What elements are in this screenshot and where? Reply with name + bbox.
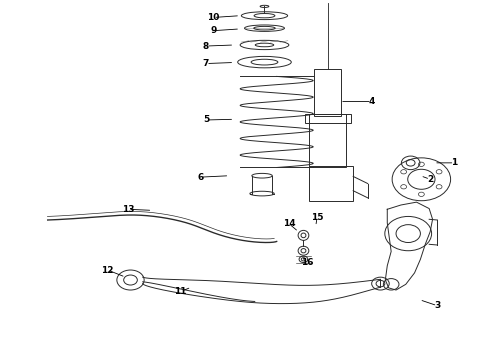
Text: 13: 13	[122, 205, 134, 214]
Text: 15: 15	[311, 213, 323, 222]
Text: 16: 16	[301, 258, 314, 267]
Text: 9: 9	[210, 26, 217, 35]
Text: 5: 5	[203, 116, 209, 125]
Text: 6: 6	[197, 173, 203, 182]
Text: 4: 4	[368, 97, 375, 106]
Text: 10: 10	[207, 13, 220, 22]
Text: 11: 11	[174, 287, 187, 296]
Text: 8: 8	[203, 41, 209, 50]
Text: 14: 14	[283, 219, 295, 228]
Text: 7: 7	[203, 59, 209, 68]
Text: 1: 1	[451, 158, 458, 167]
Text: 3: 3	[434, 301, 441, 310]
Text: 12: 12	[101, 266, 114, 275]
Text: 2: 2	[427, 175, 433, 184]
